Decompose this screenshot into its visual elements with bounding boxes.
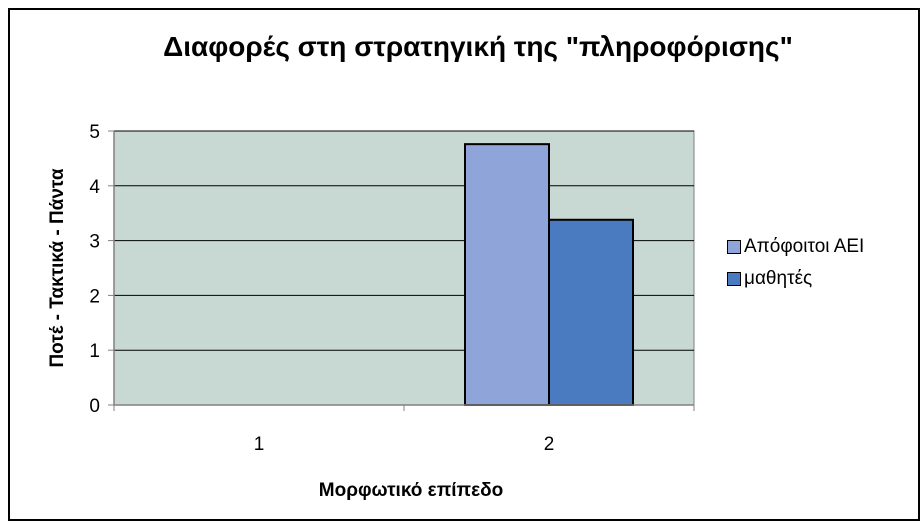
legend-label-series-1: Απόφοιτοι ΑΕΙ xyxy=(744,236,865,257)
legend-item-series-1: Απόφοιτοι ΑΕΙ xyxy=(727,231,864,263)
x-axis-label: Μορφωτικό επίπεδο xyxy=(318,480,504,501)
legend: Απόφοιτοι ΑΕΙ μαθητές xyxy=(727,231,864,295)
y-tick-label: 2 xyxy=(89,286,100,307)
chart-title: Διαφορές στη στρατηγική της "πληροφόριση… xyxy=(163,31,793,62)
y-tick-label: 1 xyxy=(89,341,100,362)
x-tick-label: 1 xyxy=(254,434,265,455)
x-tick-label: 2 xyxy=(544,434,555,455)
legend-swatch-series-1 xyxy=(727,240,741,254)
y-tick-label: 3 xyxy=(89,232,100,253)
y-tick-label: 4 xyxy=(89,177,100,198)
legend-label-series-2: μαθητές xyxy=(744,268,813,289)
legend-swatch-series-2 xyxy=(727,272,741,286)
bars xyxy=(464,143,634,406)
y-tick-label: 0 xyxy=(89,396,100,417)
legend-item-series-2: μαθητές xyxy=(727,263,864,295)
bar-2-cat-2 xyxy=(548,218,634,406)
bar-1-cat-2 xyxy=(464,143,550,406)
y-tick-label: 5 xyxy=(89,122,100,143)
y-ticks: 0 1 2 3 4 5 xyxy=(89,122,114,417)
